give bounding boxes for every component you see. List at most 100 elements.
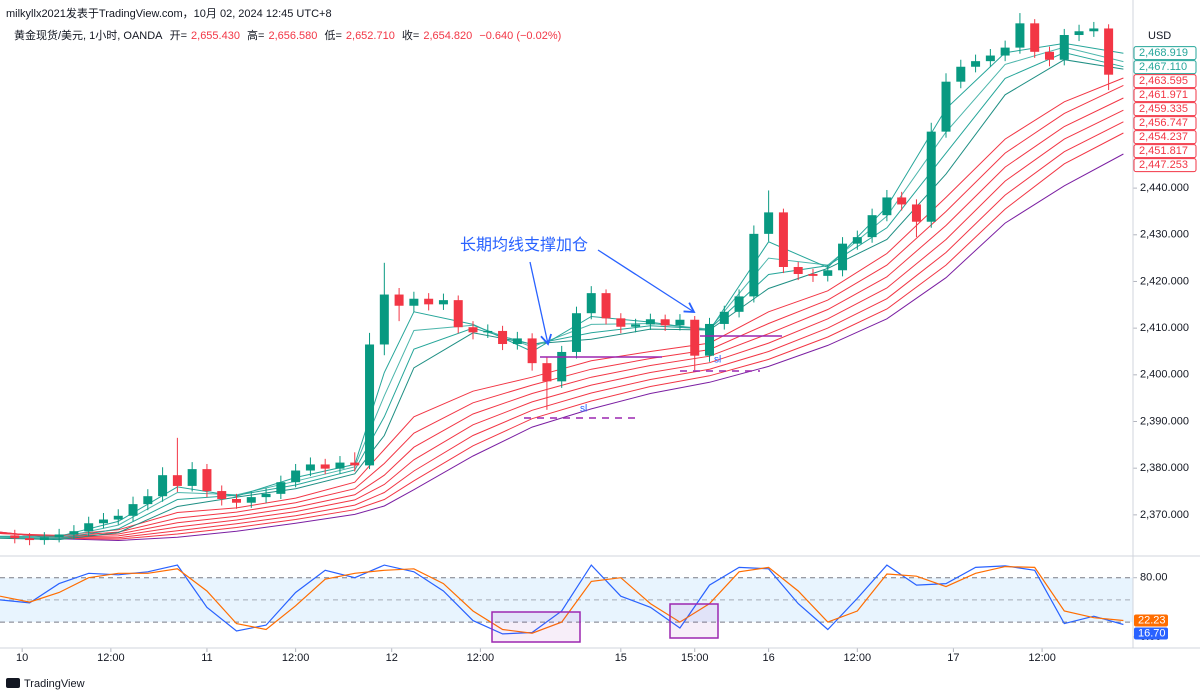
- y-tick-label: 2,390.000: [1140, 415, 1189, 427]
- candle-body: [483, 330, 493, 333]
- candle-body: [54, 534, 64, 538]
- candle-body: [453, 300, 463, 328]
- candle-body: [542, 363, 552, 382]
- candle-body: [320, 464, 330, 469]
- sl-label: sl: [580, 404, 587, 415]
- x-tick-label: 17: [947, 652, 959, 664]
- logo-icon: [6, 678, 20, 688]
- price-label: 2,456.747: [1139, 117, 1188, 129]
- x-tick-label: 12: [386, 652, 398, 664]
- candle-body: [660, 319, 670, 326]
- price-label: 2,467.110: [1139, 61, 1187, 73]
- price-label-box: [1133, 102, 1197, 117]
- moving-average: [0, 121, 1124, 539]
- candle-body: [409, 298, 419, 306]
- candle-body: [749, 233, 759, 297]
- main-pane: [0, 13, 1124, 546]
- symbol: 黄金现货/美元, 1小时, OANDA: [14, 30, 163, 42]
- axes: 10 12:00 11 12:00 12 12:00 15 15:00 16 12:00 17 12:…: [16, 46, 1197, 664]
- y-tick-label: 2,430.000: [1140, 229, 1189, 241]
- candle-body: [793, 266, 803, 274]
- x-tick-label: 12:00: [97, 652, 125, 664]
- candle-body: [985, 55, 995, 62]
- y-tick-label: 2,410.000: [1140, 322, 1189, 334]
- x-tick-label: 10: [16, 652, 28, 664]
- candle-body: [867, 215, 877, 238]
- candle-body: [852, 237, 862, 244]
- price-label-box: [1133, 88, 1197, 103]
- candle-body: [1059, 35, 1069, 60]
- ohlc-value: 2,656.580: [268, 30, 318, 42]
- y-tick-label: 80.00: [1140, 572, 1168, 584]
- candle-body: [261, 493, 271, 498]
- moving-average: [0, 132, 1124, 540]
- annotation-arrow: [597, 249, 696, 313]
- stochastic-pane: [0, 564, 1133, 635]
- ohlc-value: 2,654.820: [423, 30, 473, 42]
- moving-average: [0, 109, 1124, 538]
- y-tick-label: 2,440.000: [1140, 182, 1189, 194]
- candle-body: [1074, 31, 1084, 36]
- value-label-box: [1134, 614, 1168, 627]
- x-tick-label: 12:00: [282, 652, 310, 664]
- candle-body: [335, 462, 345, 469]
- candle-body: [838, 243, 848, 271]
- x-tick-label: 15: [615, 652, 627, 664]
- y-tick-label: 2,380.000: [1140, 462, 1189, 474]
- change: −0.640 (−0.02%): [479, 30, 562, 42]
- tradingview-logo: TradingView: [6, 678, 85, 690]
- price-label: 2,463.595: [1139, 75, 1188, 87]
- price-label: 2,447.253: [1139, 159, 1188, 171]
- candle-body: [645, 319, 655, 325]
- currency-label: USD: [1148, 30, 1171, 42]
- candle-body: [571, 313, 581, 352]
- candle-body: [498, 330, 508, 345]
- candle-body: [527, 338, 537, 364]
- moving-average: [0, 84, 1124, 537]
- candle-body: [69, 531, 79, 535]
- value-label-box: [1134, 627, 1168, 640]
- price-label-box: [1133, 60, 1197, 75]
- x-tick-label: 11: [201, 652, 212, 664]
- ohlc-value: 2,655.430: [191, 30, 240, 42]
- highlight-box: [491, 611, 581, 643]
- brand: TradingView: [24, 678, 85, 690]
- candle-body: [365, 344, 375, 466]
- candle-body: [10, 535, 20, 539]
- y-tick-label: 2,400.000: [1140, 369, 1189, 381]
- candle-body: [778, 212, 788, 267]
- candle-body: [291, 470, 301, 483]
- moving-average: [0, 97, 1124, 538]
- candle-body: [956, 66, 966, 82]
- candle-body: [557, 351, 567, 382]
- candle-body: [1044, 51, 1054, 60]
- candle-body: [823, 270, 833, 276]
- candle-body: [675, 319, 685, 326]
- candle-body: [1089, 28, 1099, 32]
- candle-body: [424, 298, 434, 305]
- candle-body: [128, 504, 138, 516]
- candle-body: [897, 197, 907, 205]
- candle-body: [468, 327, 478, 333]
- candle-body: [719, 311, 729, 324]
- sl-label: sl: [714, 355, 721, 366]
- candle-body: [911, 204, 921, 222]
- candle-body: [305, 464, 315, 471]
- candle-body: [734, 296, 744, 312]
- candle-body: [586, 293, 596, 314]
- value-label: 22.23: [1138, 614, 1166, 626]
- candle-body: [98, 519, 108, 524]
- price-label-box: [1133, 46, 1197, 61]
- candle-body: [246, 497, 256, 503]
- y-tick-label: 2,370.000: [1140, 509, 1189, 521]
- price-label: 2,461.971: [1139, 89, 1188, 101]
- price-label-box: [1133, 158, 1197, 173]
- candle-body: [276, 482, 286, 494]
- price-label: 2,468.919: [1139, 47, 1188, 59]
- candle-body: [202, 469, 212, 492]
- candle-body: [601, 293, 611, 319]
- candle-body: [1000, 47, 1010, 56]
- candle-body: [1104, 28, 1114, 75]
- x-tick-label: 15:00: [681, 652, 709, 664]
